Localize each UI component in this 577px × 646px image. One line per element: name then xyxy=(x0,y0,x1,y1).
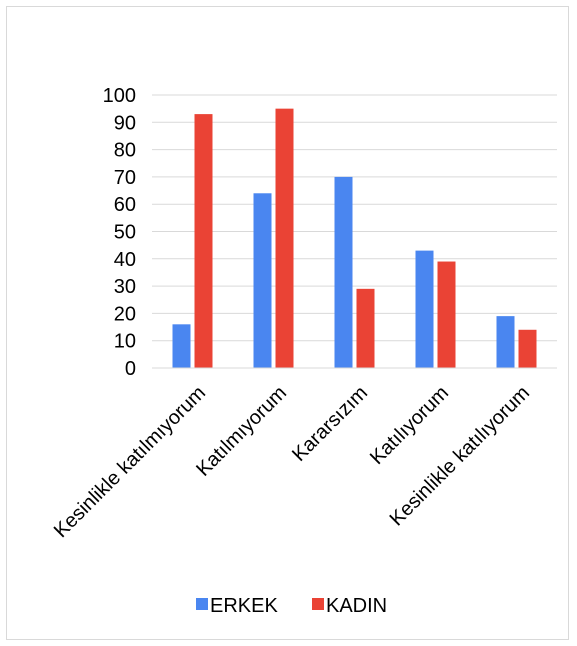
y-tick-label: 90 xyxy=(114,112,136,134)
bar-kadin-3 xyxy=(356,288,375,368)
bar-erkek-4 xyxy=(415,250,434,368)
bar-erkek-5 xyxy=(496,316,515,368)
y-tick-label: 40 xyxy=(114,249,136,271)
y-tick-label: 50 xyxy=(114,222,136,244)
x-category-label: Kesinlikle katılıyorum xyxy=(386,382,534,530)
y-tick-label: 0 xyxy=(125,358,136,380)
bar-kadin-2 xyxy=(275,108,294,369)
legend-swatch-erkek xyxy=(196,598,208,610)
gridlines xyxy=(152,94,557,342)
legend: ERKEK KADIN xyxy=(196,595,387,617)
y-tick-label: 10 xyxy=(114,331,136,353)
x-category-label: Katılıyorum xyxy=(366,382,453,469)
bar-erkek-1 xyxy=(172,324,191,368)
y-tick-label: 20 xyxy=(114,303,136,325)
bar-kadin-1 xyxy=(194,114,213,368)
bars xyxy=(172,108,537,369)
legend-label-erkek: ERKEK xyxy=(210,595,278,617)
bar-kadin-5 xyxy=(518,329,537,368)
y-tick-label: 30 xyxy=(114,276,136,298)
bar-erkek-3 xyxy=(334,176,353,368)
x-category-label: Kesinlikle katılmıyorum xyxy=(50,382,210,542)
legend-swatch-kadin xyxy=(312,598,324,610)
y-axis-tick-labels: 0 10 20 30 40 50 60 70 80 90 100 xyxy=(103,85,136,380)
y-tick-label: 60 xyxy=(114,194,136,216)
legend-label-kadin: KADIN xyxy=(326,595,387,617)
y-tick-label: 70 xyxy=(114,167,136,189)
x-axis-category-labels: Kesinlikle katılmıyorumKatılmıyorumKarar… xyxy=(50,382,534,542)
y-tick-label: 80 xyxy=(114,140,136,162)
x-category-label: Kararsızım xyxy=(288,382,372,466)
y-tick-label: 100 xyxy=(103,85,136,107)
bar-erkek-2 xyxy=(253,193,272,368)
bar-kadin-4 xyxy=(437,261,456,368)
